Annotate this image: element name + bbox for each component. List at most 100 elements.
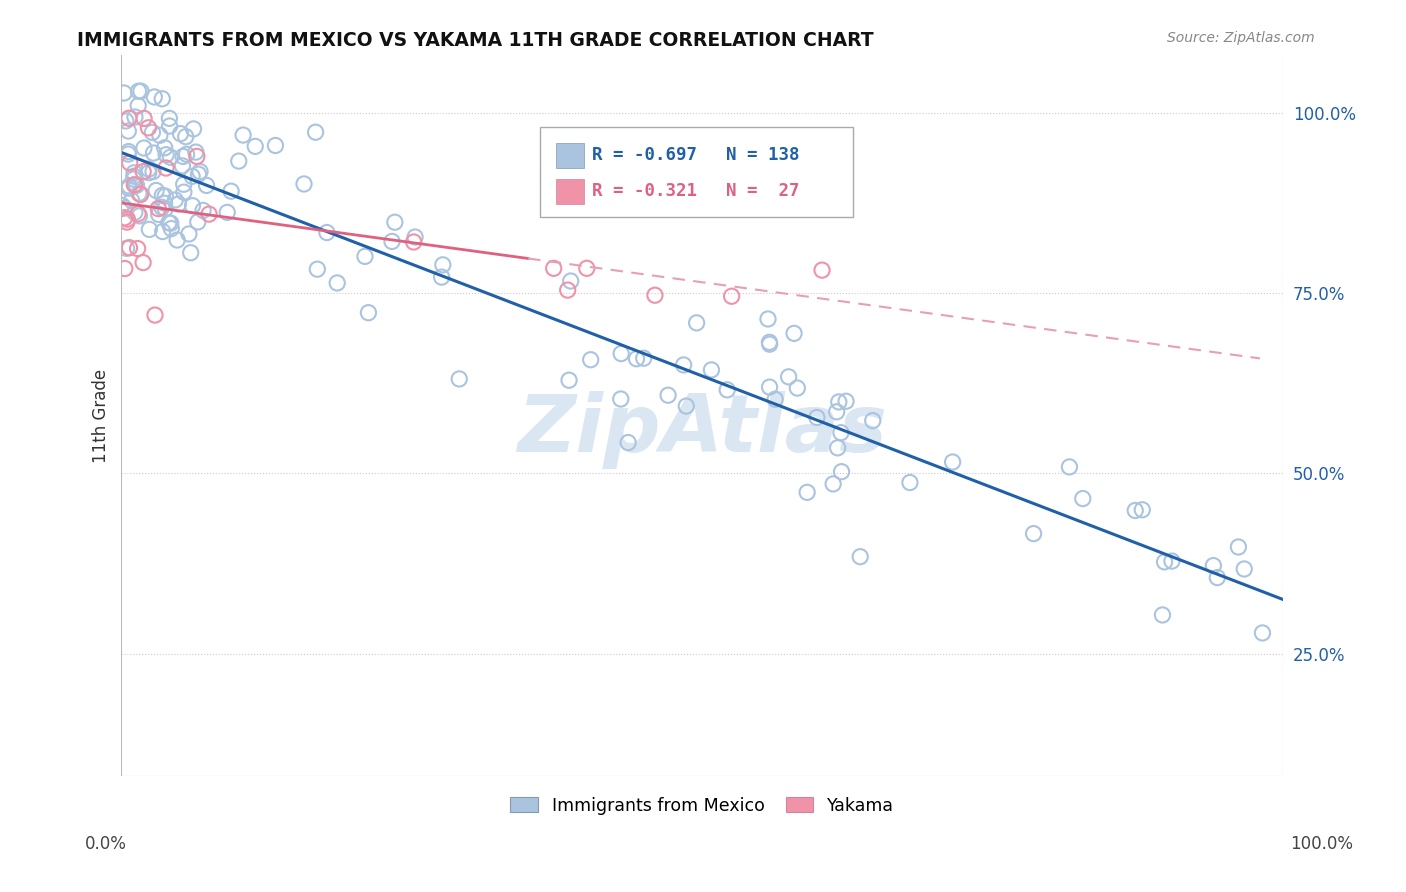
Point: [198, 207, 221, 221]
Point: [142, 164, 165, 178]
Point: [700, 363, 723, 377]
Point: [1251, 626, 1274, 640]
Point: [132, 112, 155, 126]
Text: IMMIGRANTS FROM MEXICO VS YAKAMA 11TH GRADE CORRELATION CHART: IMMIGRANTS FROM MEXICO VS YAKAMA 11TH GR…: [77, 31, 875, 50]
Point: [430, 270, 453, 285]
Point: [172, 149, 194, 163]
Point: [114, 114, 136, 128]
Point: [354, 249, 377, 263]
Point: [128, 186, 150, 201]
Point: [292, 177, 315, 191]
Point: [823, 476, 845, 491]
Point: [1022, 526, 1045, 541]
Point: [1161, 554, 1184, 568]
Point: [169, 127, 191, 141]
Point: [326, 276, 349, 290]
Text: 0.0%: 0.0%: [84, 835, 127, 853]
Point: [304, 125, 326, 139]
Point: [117, 212, 139, 227]
Point: [633, 351, 655, 366]
Point: [165, 193, 187, 207]
Point: [129, 187, 152, 202]
Point: [117, 145, 139, 159]
Point: [138, 166, 160, 180]
Point: [124, 178, 146, 192]
Point: [831, 465, 853, 479]
Point: [828, 395, 851, 409]
Text: R = -0.697: R = -0.697: [592, 145, 697, 163]
Point: [118, 181, 141, 195]
Point: [180, 245, 202, 260]
Point: [173, 185, 195, 199]
Point: [122, 166, 145, 180]
Point: [157, 216, 180, 230]
Point: [228, 154, 250, 169]
Point: [558, 373, 581, 387]
Point: [432, 258, 454, 272]
Point: [117, 147, 139, 161]
Point: [183, 122, 205, 136]
Point: [1130, 503, 1153, 517]
Point: [720, 289, 742, 303]
Point: [1071, 491, 1094, 506]
Point: [862, 414, 884, 428]
Point: [122, 169, 145, 184]
Point: [264, 138, 287, 153]
Point: [184, 145, 207, 159]
Point: [1233, 562, 1256, 576]
Point: [384, 215, 406, 229]
Point: [181, 169, 204, 184]
Point: [127, 242, 149, 256]
Point: [132, 164, 155, 178]
Point: [157, 112, 180, 126]
Text: N =  27: N = 27: [725, 182, 799, 200]
FancyBboxPatch shape: [555, 179, 583, 203]
Point: [657, 388, 679, 402]
Point: [143, 308, 166, 322]
Point: [644, 288, 666, 302]
Point: [152, 225, 174, 239]
Point: [381, 235, 404, 249]
FancyBboxPatch shape: [540, 128, 853, 218]
Point: [1123, 503, 1146, 517]
Point: [1152, 607, 1174, 622]
Point: [1202, 558, 1225, 573]
Point: [626, 351, 648, 366]
Point: [143, 90, 166, 104]
Point: [114, 201, 136, 215]
Point: [617, 435, 640, 450]
Point: [217, 205, 239, 219]
Point: [763, 392, 786, 407]
Point: [610, 392, 633, 406]
Point: [155, 147, 177, 161]
Point: [188, 164, 211, 178]
Point: [148, 202, 170, 216]
Point: [177, 227, 200, 241]
Point: [685, 316, 707, 330]
Point: [191, 203, 214, 218]
Point: [758, 337, 780, 351]
Point: [138, 222, 160, 236]
Point: [118, 241, 141, 255]
Point: [806, 410, 828, 425]
Point: [610, 346, 633, 360]
Point: [149, 128, 172, 143]
Text: 100.0%: 100.0%: [1291, 835, 1353, 853]
Point: [245, 139, 267, 153]
Point: [118, 156, 141, 170]
Point: [150, 188, 173, 202]
Point: [112, 86, 135, 100]
Point: [153, 141, 176, 155]
Text: Source: ZipAtlas.com: Source: ZipAtlas.com: [1167, 31, 1315, 45]
Point: [155, 161, 177, 175]
Point: [118, 179, 141, 194]
Point: [181, 199, 204, 213]
Point: [114, 261, 136, 276]
Point: [827, 441, 849, 455]
Point: [560, 274, 582, 288]
Point: [187, 167, 209, 181]
Point: [124, 110, 146, 124]
Point: [830, 425, 852, 440]
Point: [557, 283, 579, 297]
Point: [124, 178, 146, 192]
